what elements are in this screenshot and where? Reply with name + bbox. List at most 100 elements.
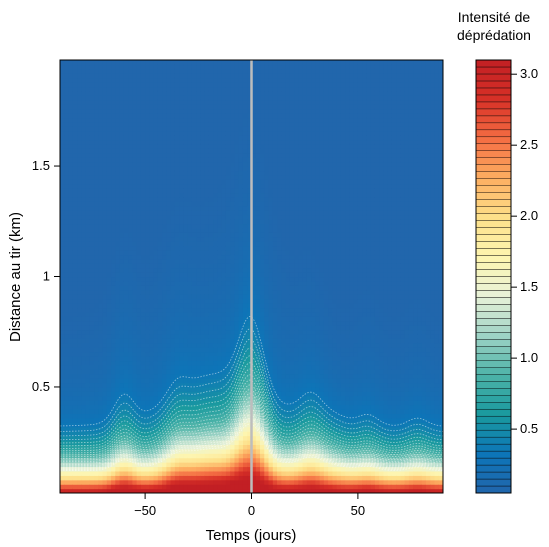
heatmap-cell — [94, 179, 99, 185]
heatmap-cell — [149, 188, 155, 194]
heatmap-cell — [234, 280, 240, 286]
heatmap-cell — [264, 488, 270, 493]
heatmap-cell — [225, 426, 231, 432]
heatmap-cell — [145, 77, 150, 83]
heatmap-cell — [81, 409, 87, 415]
heatmap-cell — [128, 214, 133, 220]
heatmap-cell — [166, 488, 172, 493]
heatmap-cell — [187, 121, 193, 127]
heatmap-cell — [272, 130, 278, 136]
heatmap-cell — [196, 174, 202, 180]
heatmap-cell — [119, 210, 125, 216]
heatmap-cell — [132, 232, 138, 238]
heatmap-cell — [242, 307, 248, 313]
heatmap-cell — [98, 280, 104, 286]
heatmap-cell — [72, 60, 78, 66]
heatmap-cell — [94, 484, 99, 490]
heatmap-cell — [170, 126, 176, 132]
heatmap-cell — [119, 369, 125, 375]
heatmap-cell — [60, 179, 65, 185]
heatmap-cell — [187, 236, 193, 242]
heatmap-cell — [204, 157, 210, 163]
heatmap-cell — [123, 280, 129, 286]
heatmap-cell — [191, 205, 197, 211]
heatmap-cell — [64, 285, 70, 291]
heatmap-cell — [128, 205, 133, 211]
heatmap-cell — [174, 457, 180, 463]
heatmap-cell — [98, 267, 104, 273]
heatmap-cell — [183, 347, 189, 353]
heatmap-cell — [123, 373, 129, 379]
heatmap-cell — [208, 267, 214, 273]
heatmap-cell — [264, 95, 270, 101]
heatmap-cell — [251, 435, 257, 441]
heatmap-cell — [140, 400, 146, 406]
heatmap-cell — [106, 205, 112, 211]
heatmap-cell — [106, 68, 112, 74]
heatmap-cell — [196, 126, 202, 132]
heatmap-cell — [72, 139, 78, 145]
heatmap-cell — [208, 307, 214, 313]
heatmap-cell — [98, 382, 104, 388]
heatmap-cell — [200, 386, 206, 392]
heatmap-cell — [64, 117, 70, 123]
heatmap-cell — [68, 364, 74, 370]
heatmap-cell — [225, 276, 231, 282]
heatmap-cell — [145, 117, 150, 123]
heatmap-cell — [140, 258, 146, 264]
heatmap-cell — [98, 431, 104, 437]
heatmap-cell — [174, 219, 180, 225]
heatmap-cell — [183, 157, 189, 163]
heatmap-cell — [242, 201, 248, 207]
heatmap-cell — [264, 219, 270, 225]
heatmap-cell — [68, 254, 74, 260]
heatmap-cell — [153, 280, 159, 286]
heatmap-cell — [166, 241, 172, 247]
heatmap-cell — [251, 82, 257, 88]
heatmap-cell — [98, 77, 104, 83]
heatmap-cell — [179, 152, 185, 158]
heatmap-cell — [153, 121, 159, 127]
heatmap-cell — [145, 64, 150, 70]
heatmap-cell — [264, 413, 270, 419]
heatmap-cell — [85, 241, 91, 247]
heatmap-cell — [183, 68, 189, 74]
heatmap-cell — [170, 351, 176, 357]
heatmap-cell — [191, 294, 197, 300]
heatmap-cell — [170, 333, 176, 339]
heatmap-cell — [208, 356, 214, 362]
heatmap-cell — [64, 99, 70, 105]
heatmap-cell — [162, 453, 167, 459]
heatmap-cell — [115, 130, 121, 136]
heatmap-cell — [106, 484, 112, 490]
heatmap-cell — [85, 342, 91, 348]
heatmap-cell — [68, 395, 74, 401]
heatmap-cell — [217, 413, 223, 419]
heatmap-cell — [208, 373, 214, 379]
heatmap-cell — [238, 139, 244, 145]
heatmap-cell — [200, 448, 206, 454]
heatmap-cell — [60, 360, 65, 366]
heatmap-cell — [140, 192, 146, 198]
heatmap-cell — [111, 219, 116, 225]
heatmap-cell — [64, 435, 70, 441]
heatmap-cell — [268, 342, 274, 348]
heatmap-cell — [208, 104, 214, 110]
heatmap-cell — [183, 258, 189, 264]
heatmap-cell — [68, 104, 74, 110]
heatmap-cell — [119, 356, 125, 362]
heatmap-cell — [174, 285, 180, 291]
heatmap-cell — [94, 254, 99, 260]
heatmap-cell — [260, 373, 265, 379]
heatmap-cell — [89, 276, 95, 282]
heatmap-cell — [242, 170, 248, 176]
heatmap-cell — [106, 232, 112, 238]
heatmap-cell — [191, 174, 197, 180]
heatmap-cell — [94, 73, 99, 79]
heatmap-cell — [72, 479, 78, 485]
heatmap-cell — [268, 241, 274, 247]
heatmap-cell — [217, 143, 223, 149]
heatmap-cell — [238, 157, 244, 163]
heatmap-cell — [60, 435, 65, 441]
heatmap-cell — [187, 73, 193, 79]
